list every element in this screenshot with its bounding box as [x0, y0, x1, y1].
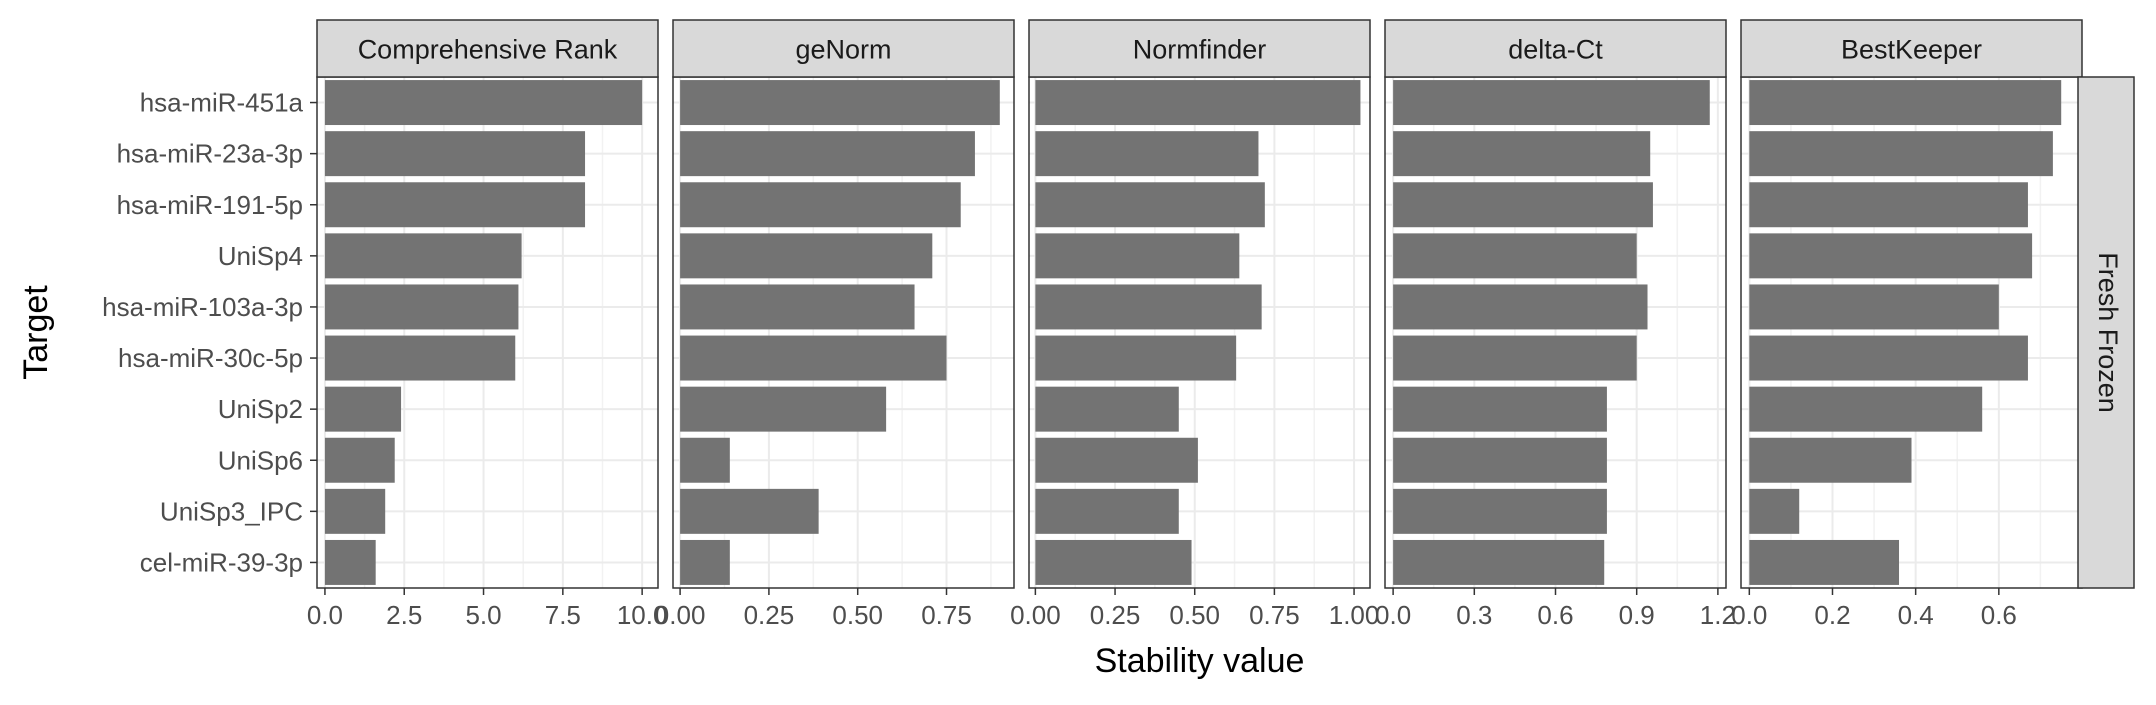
bar-cel-mir-39-3p	[1393, 539, 1605, 585]
bar-hsa-mir-451a	[1749, 80, 2062, 126]
bar-unisp4	[1393, 233, 1637, 279]
x-tick-label: 0.6	[1981, 600, 2017, 630]
bar-hsa-mir-191-5p	[680, 182, 961, 228]
x-tick-label: 0.9	[1619, 600, 1655, 630]
bar-hsa-mir-30c-5p	[1749, 335, 2028, 381]
bar-unisp2	[1035, 386, 1179, 432]
y-tick-label: UniSp3_IPC	[160, 496, 303, 526]
facet-strip	[316, 19, 659, 78]
bar-hsa-mir-23a-3p	[680, 131, 975, 177]
facet-strip-label: delta-Ct	[1508, 35, 1603, 65]
y-tick-label: UniSp2	[218, 394, 303, 424]
bar-hsa-mir-23a-3p	[1393, 131, 1651, 177]
x-tick-label: 10.0	[617, 600, 668, 630]
x-tick-label: 0.0	[1375, 600, 1411, 630]
x-tick-label: 0.25	[744, 600, 795, 630]
bar-hsa-mir-30c-5p	[1035, 335, 1237, 381]
x-tick-label: 0.75	[921, 600, 972, 630]
facet-strip	[1028, 19, 1371, 78]
y-tick-label: UniSp4	[218, 241, 303, 271]
bar-unisp2	[1749, 386, 1983, 432]
x-tick-label: 7.5	[545, 600, 581, 630]
facet-strip-label: geNorm	[795, 35, 891, 65]
x-tick-label: 1.2	[1700, 600, 1736, 630]
y-tick-label: UniSp6	[218, 445, 303, 475]
facet-strip-label: Normfinder	[1133, 35, 1267, 65]
bar-unisp2	[680, 386, 887, 432]
bar-hsa-mir-103a-3p	[1393, 284, 1648, 330]
bar-hsa-mir-191-5p	[1749, 182, 2028, 228]
bar-hsa-mir-103a-3p	[680, 284, 915, 330]
bar-hsa-mir-30c-5p	[680, 335, 947, 381]
facet-strip	[1384, 19, 1727, 78]
bar-hsa-mir-103a-3p	[1749, 284, 1999, 330]
bar-unisp4	[1035, 233, 1240, 279]
bar-unisp2	[1393, 386, 1607, 432]
bar-hsa-mir-30c-5p	[1393, 335, 1637, 381]
bar-cel-mir-39-3p	[324, 539, 376, 585]
facet-strip	[1740, 19, 2083, 78]
bar-unisp3-ipc	[324, 488, 386, 534]
row-strip	[2077, 76, 2135, 589]
y-tick-label: hsa-miR-23a-3p	[117, 139, 303, 169]
x-tick-label: 0.50	[832, 600, 883, 630]
x-tick-label: 0.50	[1169, 600, 1220, 630]
y-tick-label: hsa-miR-451a	[140, 88, 304, 118]
bar-hsa-mir-451a	[680, 80, 1000, 126]
x-tick-label: 1.00	[1329, 600, 1380, 630]
y-tick-label: cel-miR-39-3p	[140, 547, 303, 577]
bar-hsa-mir-451a	[1393, 80, 1710, 126]
bar-hsa-mir-30c-5p	[324, 335, 516, 381]
row-strip-label: Fresh Frozen	[2093, 252, 2123, 413]
bar-cel-mir-39-3p	[1035, 539, 1192, 585]
bar-unisp3-ipc	[1393, 488, 1607, 534]
bar-unisp2	[324, 386, 402, 432]
x-tick-label: 0.4	[1898, 600, 1934, 630]
x-tick-label: 0.00	[1010, 600, 1061, 630]
bar-unisp3-ipc	[1749, 488, 1800, 534]
bar-hsa-mir-103a-3p	[1035, 284, 1262, 330]
x-tick-label: 0.6	[1537, 600, 1573, 630]
bar-cel-mir-39-3p	[680, 539, 730, 585]
x-tick-label: 0.0	[307, 600, 343, 630]
bar-unisp3-ipc	[1035, 488, 1179, 534]
facet-strip-label: Comprehensive Rank	[358, 35, 618, 65]
x-tick-label: 2.5	[386, 600, 422, 630]
x-tick-label: 5.0	[465, 600, 501, 630]
x-tick-label: 0.00	[655, 600, 706, 630]
y-axis-title: Target	[17, 285, 55, 380]
bar-hsa-mir-191-5p	[324, 182, 586, 228]
bar-hsa-mir-191-5p	[1035, 182, 1265, 228]
bar-hsa-mir-23a-3p	[324, 131, 586, 177]
bar-hsa-mir-191-5p	[1393, 182, 1653, 228]
bar-unisp6	[1035, 437, 1198, 483]
bar-hsa-mir-451a	[324, 80, 643, 126]
bar-unisp4	[324, 233, 522, 279]
x-tick-label: 0.75	[1249, 600, 1300, 630]
x-axis-title: Stability value	[1095, 642, 1305, 680]
x-tick-label: 0.3	[1456, 600, 1492, 630]
x-tick-label: 0.0	[1731, 600, 1767, 630]
bar-unisp6	[1749, 437, 1912, 483]
facet-strip	[672, 19, 1015, 78]
y-tick-label: hsa-miR-103a-3p	[102, 292, 303, 322]
facet-strip-label: BestKeeper	[1841, 35, 1982, 65]
x-tick-label: 0.25	[1090, 600, 1141, 630]
bar-hsa-mir-103a-3p	[324, 284, 519, 330]
bar-unisp4	[680, 233, 933, 279]
x-tick-label: 0.2	[1814, 600, 1850, 630]
bar-unisp4	[1749, 233, 2033, 279]
bar-cel-mir-39-3p	[1749, 539, 1900, 585]
y-tick-label: hsa-miR-30c-5p	[118, 343, 303, 373]
bar-unisp3-ipc	[680, 488, 819, 534]
bar-hsa-mir-451a	[1035, 80, 1361, 126]
bar-hsa-mir-23a-3p	[1035, 131, 1259, 177]
bar-unisp6	[324, 437, 395, 483]
y-tick-label: hsa-miR-191-5p	[117, 190, 303, 220]
bar-hsa-mir-23a-3p	[1749, 131, 2053, 177]
bar-unisp6	[680, 437, 730, 483]
bar-unisp6	[1393, 437, 1607, 483]
